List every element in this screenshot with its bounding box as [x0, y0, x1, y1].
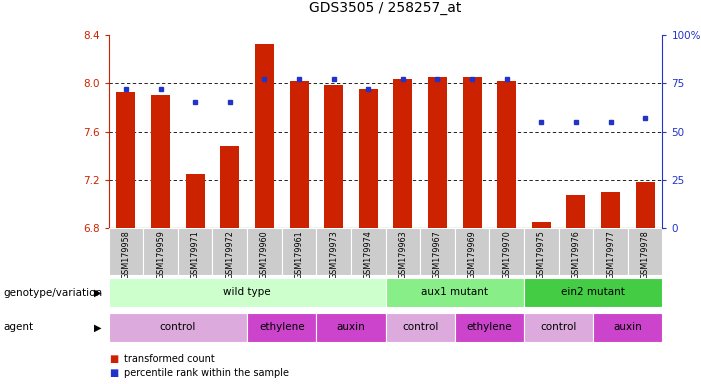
Bar: [489, 228, 524, 275]
Text: GSM179969: GSM179969: [468, 230, 477, 279]
Bar: [109, 278, 386, 308]
Text: agent: agent: [4, 322, 34, 333]
Bar: [428, 77, 447, 228]
Text: GSM179959: GSM179959: [156, 230, 165, 279]
Text: GDS3505 / 258257_at: GDS3505 / 258257_at: [309, 2, 462, 15]
Text: aux1 mutant: aux1 mutant: [421, 287, 489, 297]
Text: ethylene: ethylene: [259, 322, 304, 332]
Bar: [601, 192, 620, 228]
Bar: [566, 195, 585, 228]
Text: GSM179967: GSM179967: [433, 230, 442, 279]
Bar: [359, 89, 378, 228]
Text: GSM179958: GSM179958: [121, 230, 130, 279]
Text: ethylene: ethylene: [467, 322, 512, 332]
Text: GSM179976: GSM179976: [571, 230, 580, 279]
Bar: [351, 228, 386, 275]
Bar: [109, 228, 143, 275]
Text: genotype/variation: genotype/variation: [4, 288, 102, 298]
Bar: [420, 228, 455, 275]
Text: auxin: auxin: [613, 322, 642, 332]
Bar: [386, 278, 524, 308]
Text: ▶: ▶: [94, 288, 102, 298]
Text: GSM179973: GSM179973: [329, 230, 338, 279]
Text: auxin: auxin: [336, 322, 365, 332]
Text: GSM179963: GSM179963: [398, 230, 407, 279]
Bar: [524, 313, 593, 342]
Bar: [455, 313, 524, 342]
Bar: [282, 228, 316, 275]
Text: ■: ■: [109, 368, 118, 378]
Bar: [290, 81, 308, 228]
Bar: [524, 278, 662, 308]
Bar: [186, 174, 205, 228]
Text: GSM179972: GSM179972: [225, 230, 234, 279]
Bar: [316, 313, 386, 342]
Bar: [316, 228, 351, 275]
Text: transformed count: transformed count: [124, 354, 215, 364]
Text: percentile rank within the sample: percentile rank within the sample: [124, 368, 289, 378]
Text: wild type: wild type: [224, 287, 271, 297]
Text: ▶: ▶: [94, 322, 102, 333]
Bar: [524, 228, 559, 275]
Bar: [593, 313, 662, 342]
Bar: [178, 228, 212, 275]
Text: control: control: [540, 322, 577, 332]
Text: GSM179970: GSM179970: [502, 230, 511, 279]
Bar: [116, 91, 135, 228]
Text: GSM179975: GSM179975: [537, 230, 546, 279]
Bar: [143, 228, 178, 275]
Bar: [455, 228, 489, 275]
Bar: [212, 228, 247, 275]
Bar: [559, 228, 593, 275]
Bar: [463, 77, 482, 228]
Bar: [109, 313, 247, 342]
Bar: [628, 228, 662, 275]
Bar: [636, 182, 655, 228]
Bar: [393, 79, 412, 228]
Bar: [386, 313, 455, 342]
Text: GSM179977: GSM179977: [606, 230, 615, 279]
Text: GSM179960: GSM179960: [260, 230, 269, 279]
Bar: [532, 222, 551, 228]
Text: GSM179978: GSM179978: [641, 230, 650, 279]
Bar: [255, 44, 274, 228]
Bar: [497, 81, 516, 228]
Text: GSM179971: GSM179971: [191, 230, 200, 279]
Bar: [247, 313, 316, 342]
Text: control: control: [160, 322, 196, 332]
Bar: [220, 146, 239, 228]
Bar: [247, 228, 282, 275]
Bar: [593, 228, 628, 275]
Bar: [151, 95, 170, 228]
Bar: [324, 86, 343, 228]
Text: GSM179974: GSM179974: [364, 230, 373, 279]
Text: ■: ■: [109, 354, 118, 364]
Text: GSM179961: GSM179961: [294, 230, 304, 279]
Bar: [386, 228, 420, 275]
Text: control: control: [402, 322, 438, 332]
Text: ein2 mutant: ein2 mutant: [562, 287, 625, 297]
